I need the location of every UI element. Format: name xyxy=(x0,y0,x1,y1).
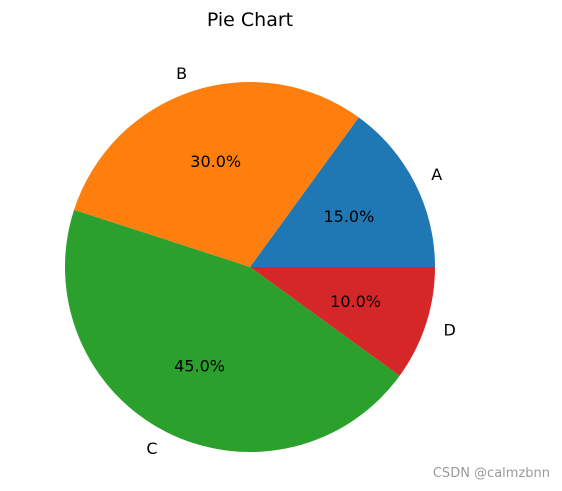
category-label-b: B xyxy=(176,64,187,83)
pie-slice-a xyxy=(250,117,435,267)
category-label-a: A xyxy=(431,165,442,184)
percent-label-d: 10.0% xyxy=(330,292,381,311)
pie-slice-b xyxy=(74,81,359,267)
category-label-c: C xyxy=(146,439,157,458)
pie-slice-d xyxy=(250,267,436,376)
category-labels: A B C D xyxy=(146,64,455,458)
percent-label-b: 30.0% xyxy=(190,152,241,171)
pie-slice-c xyxy=(64,209,400,453)
category-label-d: D xyxy=(444,320,456,339)
watermark-text: CSDN @calmzbnn xyxy=(432,466,550,481)
percent-label-a: 15.0% xyxy=(323,207,374,226)
chart-title: Pie Chart xyxy=(207,9,293,31)
percent-label-c: 45.0% xyxy=(174,356,225,375)
percentage-labels: 15.0% 30.0% 45.0% 10.0% xyxy=(174,152,381,376)
pie-slices xyxy=(64,81,436,453)
